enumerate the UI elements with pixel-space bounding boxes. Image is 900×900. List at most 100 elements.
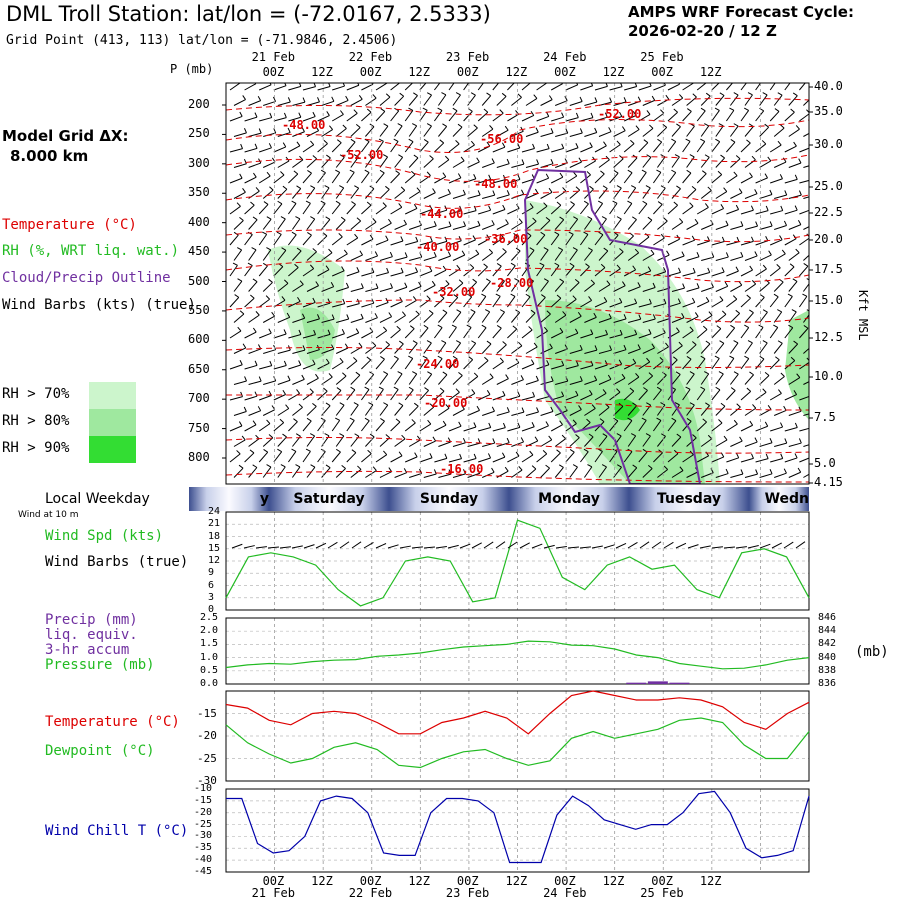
wind-barb: [613, 158, 624, 168]
wind-barb-feather: [745, 77, 749, 80]
wind-barb: [740, 176, 753, 184]
wind-barb-feather: [806, 233, 809, 238]
wind-barb-feather: [735, 155, 741, 160]
wind-barb: [671, 188, 681, 199]
height-tick-label: 25.0: [814, 179, 843, 193]
wind-barb-feather: [456, 264, 461, 270]
wind-barb-feather: [471, 340, 476, 344]
wind-barb-feather: [307, 170, 312, 174]
wind-barb: [394, 256, 408, 261]
wind-barb: [686, 471, 699, 478]
wind-barb: [711, 456, 724, 463]
wind-barb: [511, 222, 523, 230]
wind-barb-feather: [793, 390, 798, 395]
surface-wind-barb: [279, 546, 291, 549]
wind-barb-feather: [774, 108, 780, 112]
wind-barb: [759, 311, 768, 323]
wind-barb: [317, 390, 328, 401]
wind-barb-feather: [486, 340, 492, 345]
wind-barb-feather: [554, 231, 560, 235]
wind-barb: [726, 390, 736, 401]
wind-barb-feather: [366, 356, 372, 361]
wind-barb: [321, 129, 333, 137]
wind-barb-feather: [573, 171, 578, 177]
wind-barb-feather: [234, 294, 240, 298]
temperature-contour-label: -44.00: [420, 207, 464, 221]
wind-barb: [700, 157, 710, 168]
wind-barb-feather: [445, 280, 450, 285]
wind-barb-feather: [298, 329, 302, 335]
wind-barb-feather: [496, 263, 502, 267]
wind-barb: [565, 175, 578, 184]
wind-speed-tick: 24: [208, 506, 221, 517]
wind-barb-feather: [705, 92, 711, 97]
wind-barb: [288, 421, 298, 432]
wind-barb: [463, 144, 475, 153]
wind-barb: [273, 146, 286, 153]
wind-barb: [434, 240, 448, 246]
wind-barb: [657, 346, 669, 354]
wind-barb-feather: [486, 141, 491, 147]
wind-barb: [686, 125, 695, 137]
weekday-sublabel: Wind at 10 m: [18, 510, 79, 520]
wind-barb: [262, 409, 276, 416]
wind-barb: [448, 83, 455, 91]
wind-barb: [258, 204, 269, 215]
wind-barb: [759, 408, 772, 416]
wind-barb: [379, 344, 390, 354]
wind-barb: [744, 473, 758, 478]
wind-barb-feather: [622, 281, 626, 286]
wind-barb-feather: [704, 78, 708, 81]
wind-barb: [799, 327, 809, 339]
wind-barb-feather: [461, 404, 465, 410]
wind-barb: [438, 441, 451, 447]
wind-barb-feather: [488, 205, 492, 211]
wind-barb-feather: [393, 138, 399, 142]
wind-barb: [423, 284, 436, 292]
wind-barb: [755, 327, 764, 339]
wind-barb-feather: [548, 95, 553, 100]
wind-barb-feather: [759, 77, 763, 79]
bottom-date-label: 22 Feb: [348, 886, 393, 900]
wind-barb-feather: [386, 83, 388, 84]
wind-barb-feather: [496, 325, 502, 329]
wind-barb: [335, 468, 346, 478]
wind-barb: [770, 457, 783, 463]
wind-barb-feather: [428, 309, 434, 314]
wind-barbs-label: Wind Barbs (true): [45, 554, 189, 570]
temperature-contour-label: -52.00: [598, 107, 642, 121]
wind-barb-feather: [258, 376, 262, 382]
wind-speed-tick: 0: [208, 604, 215, 615]
wind-barb-feather: [725, 220, 729, 226]
legend-temperature: Temperature (°C): [2, 217, 137, 233]
wind-barb: [306, 318, 320, 323]
wind-barb: [408, 157, 419, 168]
wind-barb-feather: [414, 452, 418, 458]
wind-barb-feather: [589, 185, 594, 190]
wind-barb-feather: [632, 464, 638, 469]
wind-barb: [730, 373, 739, 385]
wind-barb: [478, 457, 491, 463]
wind-barb-feather: [338, 233, 343, 238]
wind-barb-feather: [759, 294, 765, 298]
wind-barb: [613, 377, 626, 385]
wind-barb-feather: [660, 233, 665, 239]
wind-barb: [233, 467, 244, 478]
wind-barb: [404, 83, 414, 91]
wind-barb: [744, 407, 757, 416]
wind-barb-feather: [451, 324, 457, 328]
wind-barb: [799, 361, 809, 370]
wind-barb: [229, 453, 241, 463]
surface-wind-barb: [303, 544, 315, 549]
wind-barb: [375, 172, 385, 184]
wind-barb-feather: [601, 464, 607, 468]
wind-barb-feather: [277, 200, 283, 205]
temperature-contour-label: -24.00: [416, 357, 460, 371]
wind-barb-feather: [733, 419, 738, 425]
wind-barb-feather: [488, 422, 492, 428]
wind-barb: [667, 204, 678, 215]
wind-barb: [598, 466, 607, 478]
wind-barb: [671, 221, 684, 230]
wind-barb: [273, 365, 287, 370]
wind-barb: [321, 187, 330, 199]
